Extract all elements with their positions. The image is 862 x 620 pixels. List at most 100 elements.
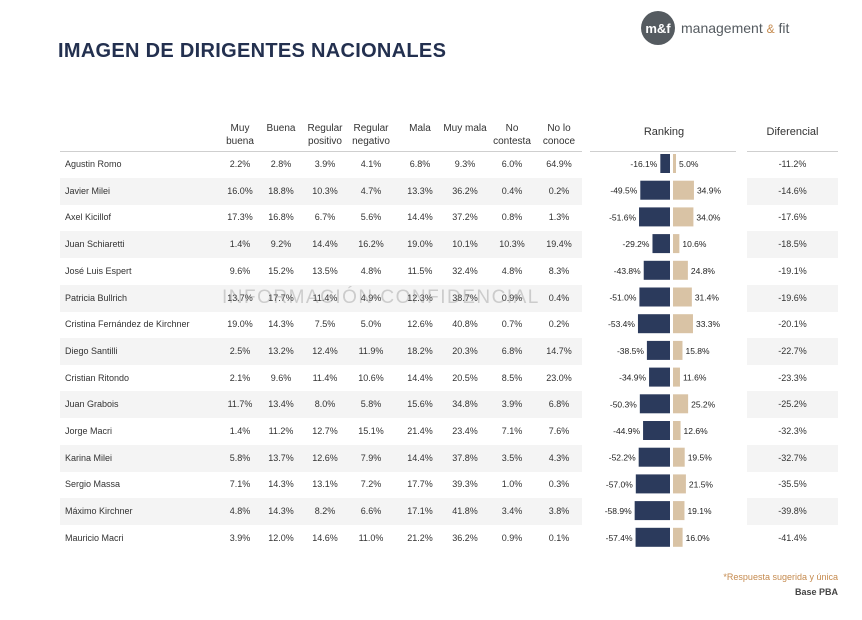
- table-cell: 20.3%: [452, 345, 478, 356]
- column-header: Muy buena: [226, 123, 254, 147]
- table-cell: 37.8%: [452, 452, 478, 463]
- ranking-positive-bar: [673, 394, 689, 414]
- diferencial-value: -23.3%: [778, 372, 807, 383]
- table-cell: 3.8%: [548, 506, 570, 517]
- table-cell: 17.1%: [407, 506, 433, 517]
- table-cell: 9.6%: [229, 265, 251, 276]
- table-cell: 3.9%: [229, 532, 251, 543]
- table-cell: 11.5%: [407, 265, 433, 276]
- table-cell: 34.8%: [452, 399, 478, 410]
- diferencial-value: -32.7%: [747, 444, 838, 472]
- table-cell: 36.2%: [452, 185, 478, 196]
- ranking-positive-label: 12.6%: [684, 426, 709, 436]
- company-logo: m&f management & fit: [641, 11, 789, 45]
- ranking-positive-label: 25.2%: [691, 399, 716, 409]
- ranking-negative-bar: [635, 474, 670, 494]
- table-cell: 17.7%: [268, 292, 294, 303]
- ranking-negative-label: -38.5%: [617, 346, 644, 356]
- ranking-divider: [590, 151, 736, 152]
- table-cell: 64.9%: [546, 159, 572, 169]
- diferencial-value: -32.3%: [778, 426, 807, 436]
- table-cell: 14.4%: [407, 212, 433, 223]
- table-cell: 11.0%: [358, 532, 384, 543]
- diferencial-value: -41.4%: [778, 532, 807, 543]
- ranking-negative-label: -53.4%: [608, 319, 635, 329]
- table-cell: 0.1%: [548, 532, 570, 543]
- table-cell: 4.7%: [360, 185, 382, 196]
- table-cell: 2.5%: [229, 345, 251, 356]
- ranking-negative-label: -16.1%: [630, 159, 657, 169]
- table-cell: 14.7%: [546, 345, 572, 356]
- table-row: Karina Milei 5.8% 13.7% 12.6% 7.9% 14.4% 37.8%…: [60, 444, 582, 472]
- table-row: Máximo Kirchner 4.8% 14.3% 8.2% 6.6% 17.1% 41.…: [60, 498, 582, 526]
- table-cell: 4.1%: [360, 159, 382, 169]
- logo-text-b: fit: [778, 20, 790, 36]
- table-cell: 0.9%: [501, 292, 523, 303]
- table-cell: 8.5%: [501, 372, 523, 383]
- table-cell: 12.6%: [312, 452, 338, 463]
- table-cell: 5.6%: [360, 212, 382, 223]
- table-cell: 11.4%: [312, 372, 338, 383]
- table-cell: 0.7%: [501, 319, 523, 330]
- column-header: Buena: [266, 123, 296, 134]
- ranking-positive-label: 34.9%: [697, 186, 722, 196]
- ranking-negative-bar: [643, 260, 670, 280]
- table-cell: 0.4%: [501, 185, 523, 196]
- table-cell: 14.3%: [268, 506, 294, 517]
- table-cell: 7.6%: [548, 426, 570, 436]
- table-cell: 23.0%: [546, 372, 572, 383]
- table-cell: 17.7%: [407, 479, 433, 490]
- table-cell: 20.5%: [452, 372, 478, 383]
- table-cell: 3.4%: [501, 506, 523, 517]
- diferencial-value: -39.8%: [747, 498, 838, 526]
- ranking-negative-label: -51.0%: [609, 293, 636, 303]
- ranking-positive-bar: [673, 474, 686, 494]
- table-cell: 3.5%: [501, 452, 523, 463]
- ranking-negative-label: -51.6%: [609, 212, 636, 222]
- table-cell: 4.8%: [501, 265, 523, 276]
- ranking-positive-bar: [673, 287, 692, 307]
- ranking-positive-bar: [673, 154, 676, 173]
- table-cell: 6.8%: [501, 345, 523, 356]
- table-cell: 0.2%: [548, 185, 570, 196]
- table-cell: 15.2%: [268, 265, 294, 276]
- leader-name: Cristina Fernández de Kirchner: [65, 319, 190, 330]
- diferencial-value: -35.5%: [778, 479, 807, 490]
- table-cell: 8.0%: [314, 399, 336, 410]
- column-header: No contesta: [493, 123, 531, 147]
- leader-name: Javier Milei: [65, 185, 111, 196]
- table-cell: 7.9%: [360, 452, 382, 463]
- diferencial-value: -22.7%: [747, 337, 838, 365]
- diferencial-divider: [747, 151, 838, 152]
- leader-name: Karina Milei: [65, 452, 113, 463]
- diferencial-header: Diferencial: [766, 126, 819, 138]
- leader-name: Diego Santilli: [65, 345, 118, 356]
- table-cell: 13.1%: [312, 479, 338, 490]
- ranking-negative-bar: [639, 287, 670, 307]
- table-cell: 40.8%: [452, 319, 478, 330]
- table-cell: 21.2%: [407, 532, 433, 543]
- table-cell: 2.8%: [270, 159, 292, 169]
- ranking-negative-label: -50.3%: [610, 399, 637, 409]
- ranking-negative-bar: [638, 447, 670, 467]
- ranking-positive-bar: [673, 340, 683, 360]
- table-cell: 8.2%: [314, 506, 336, 517]
- diferencial-value: -18.5%: [747, 231, 838, 259]
- ranking-positive-label: 33.3%: [696, 319, 721, 329]
- ranking-positive-bar: [673, 207, 694, 227]
- ranking-positive-label: 11.6%: [683, 373, 707, 383]
- table-row: Agustin Romo 2.2% 2.8% 3.9% 4.1% 6.8% 9.3% 6.0%…: [60, 151, 582, 178]
- ranking-negative-label: -43.8%: [614, 266, 641, 276]
- ranking-negative-bar: [640, 180, 670, 200]
- ranking-positive-label: 15.8%: [685, 346, 710, 356]
- logo-mark: m&f: [641, 11, 675, 45]
- ranking-positive-bar: [673, 260, 688, 280]
- ranking-negative-label: -58.9%: [605, 506, 632, 516]
- ranking-positive-bar: [673, 234, 680, 254]
- table-cell: 13.7%: [227, 292, 253, 303]
- ranking-positive-label: 24.8%: [691, 266, 716, 276]
- logo-text-a: management: [681, 20, 763, 36]
- table-cell: 14.3%: [268, 319, 294, 330]
- table-cell: 11.4%: [312, 292, 338, 303]
- table-cell: 10.6%: [358, 372, 384, 383]
